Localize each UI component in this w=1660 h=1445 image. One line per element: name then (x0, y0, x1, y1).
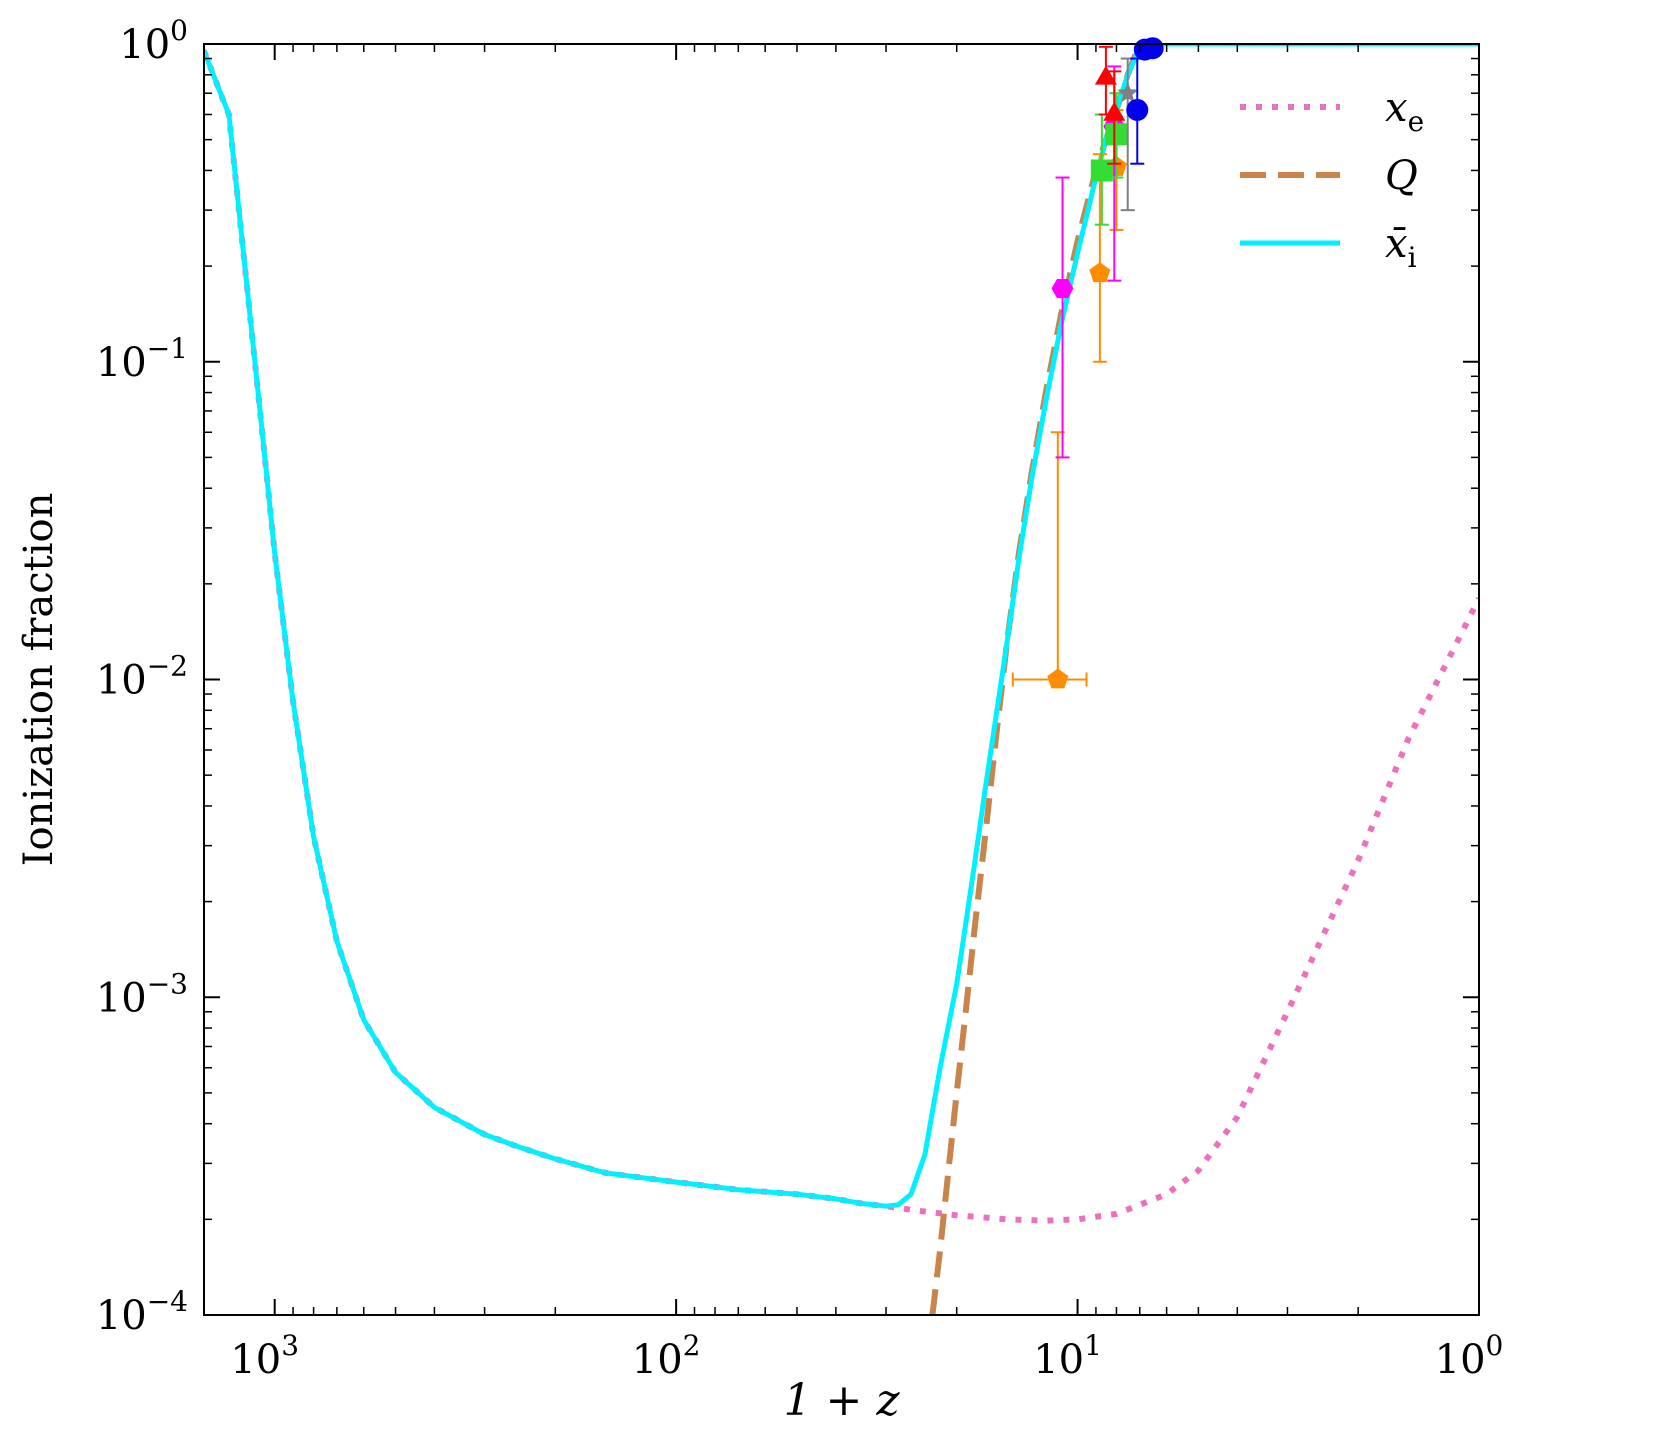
y-tick-exponent: −4 (147, 1285, 188, 1318)
legend-label-0: xe (1385, 85, 1424, 138)
legend-name: Q (1385, 153, 1418, 199)
y-tick-label: 10−2 (96, 650, 188, 704)
x-tick-base: 10 (1033, 1337, 1084, 1383)
observation-point-1 (1089, 153, 1111, 363)
x-tick-exponent: 3 (281, 1329, 299, 1362)
y-tick-label: 100 (119, 14, 188, 68)
legend-name: x̄ (1385, 221, 1408, 267)
y-tick-base: 10 (96, 1293, 147, 1339)
marker-square (1090, 159, 1113, 182)
marker-hexagon (1051, 279, 1074, 299)
marker-star (1117, 82, 1139, 103)
y-tick-label: 10−3 (96, 967, 188, 1021)
y-axis-label: Ionization fraction (16, 493, 62, 867)
legend-name: x (1385, 85, 1408, 131)
y-tick-exponent: −3 (147, 967, 188, 1000)
observation-point-9 (1117, 57, 1139, 212)
x-tick-label: 102 (632, 1329, 701, 1383)
legend-subscript: e (1408, 105, 1425, 138)
marker-triangle (1094, 65, 1117, 85)
observation-point-3 (1051, 176, 1074, 459)
observation-point-12 (1141, 37, 1164, 60)
y-tick-exponent: 0 (170, 14, 188, 47)
observation-point-5 (1090, 113, 1113, 226)
y-tick-exponent: −1 (147, 332, 188, 365)
marker-triangle (1103, 101, 1126, 121)
marker-pentagon (1089, 262, 1111, 283)
y-tick-base: 10 (96, 658, 147, 704)
x-tick-label: 101 (1033, 1329, 1102, 1383)
x-tick-base: 10 (230, 1337, 281, 1383)
legend-label-1: Q (1385, 153, 1418, 199)
y-tick-base: 10 (96, 340, 147, 386)
marker-pentagon (1047, 668, 1069, 689)
marker-circle (1126, 98, 1149, 121)
y-tick-label: 10−4 (96, 1285, 188, 1339)
observation-point-0 (1011, 431, 1088, 689)
x-tick-exponent: 0 (1486, 1329, 1504, 1362)
plot-frame (203, 43, 1480, 1316)
x-tick-base: 10 (632, 1337, 683, 1383)
observations-layer (1011, 37, 1164, 689)
y-tick-base: 10 (96, 975, 147, 1021)
series-line-0 (204, 50, 1479, 1224)
x-tick-base: 10 (1435, 1337, 1486, 1383)
marker-square (1105, 123, 1128, 146)
x-tick-label: 100 (1435, 1329, 1504, 1383)
y-tick-exponent: −2 (147, 650, 188, 683)
series-line-2 (204, 44, 1479, 1209)
marker-circle (1141, 37, 1164, 60)
x-tick-exponent: 1 (1084, 1329, 1102, 1362)
observation-point-8 (1103, 70, 1126, 165)
series-layer (204, 44, 1479, 1315)
legend-label-2: x̄i (1385, 221, 1417, 274)
legend-subscript: i (1408, 241, 1417, 274)
y-tick-label: 10−1 (96, 332, 188, 386)
x-tick-label: 103 (230, 1329, 299, 1383)
x-axis-label: 1 + z (783, 1375, 900, 1426)
x-tick-exponent: 2 (683, 1329, 701, 1362)
y-tick-base: 10 (119, 22, 170, 68)
